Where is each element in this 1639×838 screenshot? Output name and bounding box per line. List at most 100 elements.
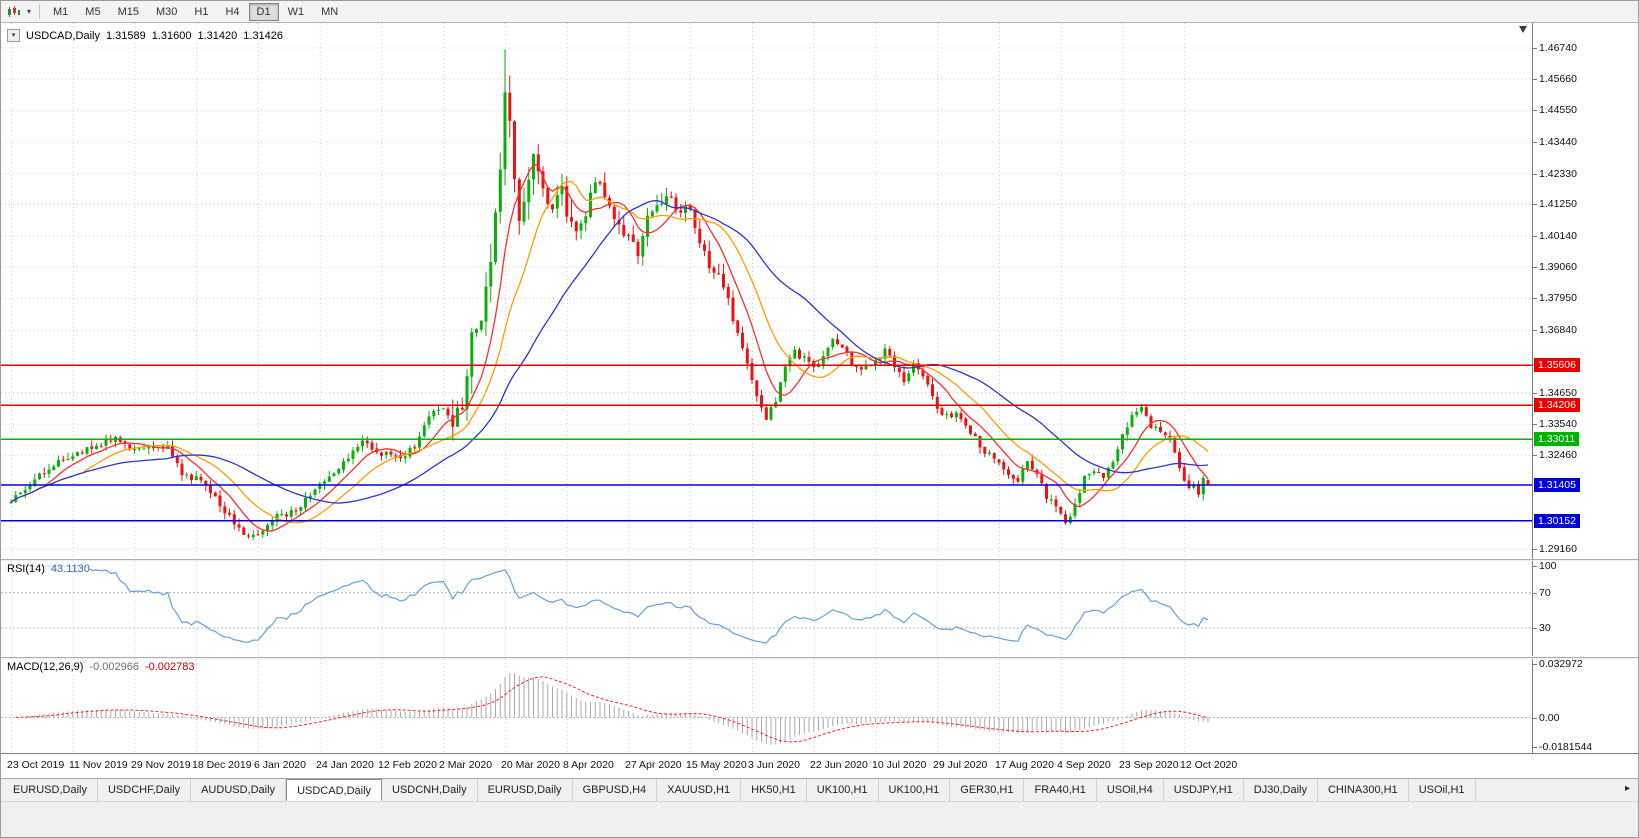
date-axis-label: 8 Apr 2020 — [563, 759, 614, 771]
price-axis-label: 1.46740 — [1533, 42, 1577, 54]
date-axis-label: 23 Oct 2019 — [7, 759, 65, 771]
date-axis-label: 15 May 2020 — [686, 759, 747, 771]
timeframe-button-h1[interactable]: H1 — [194, 5, 209, 18]
macd-axis-label: -0.0181544 — [1532, 741, 1593, 753]
chart-tab-hk50-h1[interactable]: HK50,H1 — [741, 779, 807, 801]
quote-high: 1.31600 — [151, 29, 192, 42]
price-axis-label: 1.45660 — [1533, 73, 1577, 85]
chart-tab-eurusd-daily[interactable]: EURUSD,Daily — [3, 779, 98, 801]
timeframe-button-m1[interactable]: M1 — [53, 5, 69, 18]
toolbar-separator — [39, 4, 40, 19]
date-axis-label: 3 Jun 2020 — [748, 759, 800, 771]
quote-close: 1.31426 — [243, 29, 284, 42]
timeframe-button-h4[interactable]: H4 — [225, 5, 240, 18]
chart-tab-usdcnh-daily[interactable]: USDCNH,Daily — [382, 779, 478, 801]
date-axis-label: 23 Sep 2020 — [1119, 759, 1179, 771]
date-axis-label: 12 Feb 2020 — [378, 759, 437, 771]
date-axis-label: 29 Jul 2020 — [933, 759, 988, 771]
timeframe-button-w1[interactable]: W1 — [287, 5, 305, 18]
chart-tab-gbpusd-h4[interactable]: GBPUSD,H4 — [573, 779, 658, 801]
pane-separator[interactable] — [1, 657, 1638, 659]
chart-tab-usdjpy-h1[interactable]: USDJPY,H1 — [1164, 779, 1244, 801]
quote-low: 1.31420 — [197, 29, 238, 42]
timeframe-button-m5[interactable]: M5 — [85, 5, 101, 18]
rsi-pane-canvas[interactable] — [1, 561, 1532, 656]
timeframe-toolbar: ▾ M1 M5 M15 M30 H1 H4 D1 W1 MN — [1, 1, 1638, 23]
date-axis-label: 2 Mar 2020 — [439, 759, 493, 771]
chart-tab-bar: EURUSD,Daily USDCHF,Daily AUDUSD,Daily USDC… — [1, 778, 1638, 801]
chart-tab-china300-h1[interactable]: CHINA300,H1 — [1318, 779, 1409, 801]
price-axis-label: 1.40140 — [1533, 230, 1577, 242]
rsi-axis-label: 30 — [1533, 622, 1551, 634]
price-axis-label: 1.32460 — [1533, 449, 1577, 461]
date-axis-label: 20 Mar 2020 — [501, 759, 560, 771]
macd-axis-label: 0.00 — [1532, 712, 1560, 724]
main-chart-canvas[interactable] — [1, 23, 1532, 559]
macd-pane-canvas[interactable] — [1, 659, 1532, 753]
chart-tab-uk100-h1[interactable]: UK100,H1 — [879, 779, 951, 801]
price-axis-label: 1.29160 — [1533, 543, 1577, 555]
price-axis-label: 1.33540 — [1533, 418, 1577, 430]
macd-name: MACD(12,26,9) — [7, 661, 84, 673]
macd-axis[interactable]: 0.032972 0.00 -0.0181544 — [1532, 658, 1638, 753]
date-axis[interactable]: 23 Oct 2019 11 Nov 2019 29 Nov 2019 18 Dec … — [1, 753, 1638, 778]
chart-tab-fra40-h1[interactable]: FRA40,H1 — [1024, 779, 1097, 801]
price-line-badge: 1.30152 — [1534, 514, 1580, 528]
price-line-badge: 1.35606 — [1534, 358, 1580, 372]
date-axis-label: 18 Dec 2019 — [192, 759, 252, 771]
chart-tab-strip: EURUSD,Daily USDCHF,Daily AUDUSD,Daily USDC… — [3, 779, 1476, 801]
macd-indicator-label: MACD(12,26,9) -0.002966 -0.002783 — [7, 661, 195, 673]
timeframe-button-mn[interactable]: MN — [321, 5, 339, 18]
timeframe-button-m30[interactable]: M30 — [155, 5, 178, 18]
date-axis-label: 29 Nov 2019 — [131, 759, 191, 771]
chart-tab-usoil-h4[interactable]: USOil,H4 — [1097, 779, 1164, 801]
chart-tab-dj30-daily[interactable]: DJ30,Daily — [1244, 779, 1318, 801]
rsi-name: RSI(14) — [7, 563, 45, 575]
quote-open: 1.31589 — [105, 29, 146, 42]
chart-tab-usdcad-daily[interactable]: USDCAD,Daily — [286, 779, 383, 801]
date-axis-label: 12 Oct 2020 — [1180, 759, 1238, 771]
chart-tab-xauusd-h1[interactable]: XAUUSD,H1 — [657, 779, 742, 801]
symbol-dropdown-icon[interactable]: ▾ — [7, 29, 20, 42]
chart-title-overlay: ▾ USDCAD,Daily 1.31589 1.31600 1.31420 1… — [7, 29, 284, 42]
chart-tab-uk100-h1[interactable]: UK100,H1 — [807, 779, 879, 801]
price-line-badge: 1.34206 — [1534, 398, 1580, 412]
price-line-badge: 1.31405 — [1534, 478, 1580, 492]
price-axis-label: 1.36840 — [1533, 324, 1577, 336]
macd-current-value: -0.002966 — [89, 661, 139, 673]
price-axis-label: 1.37950 — [1533, 292, 1577, 304]
date-axis-label: 6 Jan 2020 — [254, 759, 306, 771]
chart-type-icon[interactable] — [5, 4, 23, 20]
rsi-axis-label: 100 — [1533, 560, 1557, 572]
date-axis-label: 22 Jun 2020 — [810, 759, 868, 771]
macd-axis-label: 0.032972 — [1533, 658, 1583, 670]
chart-tab-usoil-h1[interactable]: USOil,H1 — [1409, 779, 1476, 801]
price-axis-label: 1.41250 — [1533, 198, 1577, 210]
chart-tab-ger30-h1[interactable]: GER30,H1 — [950, 779, 1025, 801]
tab-scroll-right-icon[interactable]: ▸ — [1624, 783, 1630, 794]
timeframe-buttons: M1 M5 M15 M30 H1 H4 D1 W1 MN — [45, 2, 346, 21]
price-axis-label: 1.44550 — [1533, 104, 1577, 116]
price-axis[interactable]: 1.46740 1.45660 1.44550 1.43440 1.42330 1.412… — [1532, 23, 1638, 559]
price-axis-label: 1.42330 — [1533, 168, 1577, 180]
price-axis-label: 1.43440 — [1533, 136, 1577, 148]
chart-tab-audusd-daily[interactable]: AUDUSD,Daily — [191, 779, 287, 801]
chart-tab-eurusd-daily[interactable]: EURUSD,Daily — [478, 779, 573, 801]
date-axis-label: 24 Jan 2020 — [316, 759, 374, 771]
price-line-badge: 1.33011 — [1534, 432, 1580, 446]
rsi-indicator-label: RSI(14) 43.1130 — [7, 563, 90, 575]
price-axis-label: 1.39060 — [1533, 261, 1577, 273]
rsi-axis[interactable]: 100 70 30 — [1532, 560, 1638, 656]
timeframe-button-d1[interactable]: D1 — [248, 2, 279, 21]
macd-signal-value: -0.002783 — [144, 661, 195, 673]
timeframe-button-m15[interactable]: M15 — [117, 5, 139, 18]
date-axis-label: 4 Sep 2020 — [1057, 759, 1111, 771]
pane-separator[interactable] — [1, 559, 1638, 561]
chart-shift-marker[interactable] — [1519, 26, 1527, 33]
chart-type-dropdown-icon[interactable]: ▾ — [26, 7, 31, 16]
chart-tab-usdchf-daily[interactable]: USDCHF,Daily — [98, 779, 192, 801]
price-axis-label: 1.34650 — [1533, 387, 1577, 399]
date-axis-label: 27 Apr 2020 — [625, 759, 682, 771]
bottom-strip — [1, 801, 1638, 837]
